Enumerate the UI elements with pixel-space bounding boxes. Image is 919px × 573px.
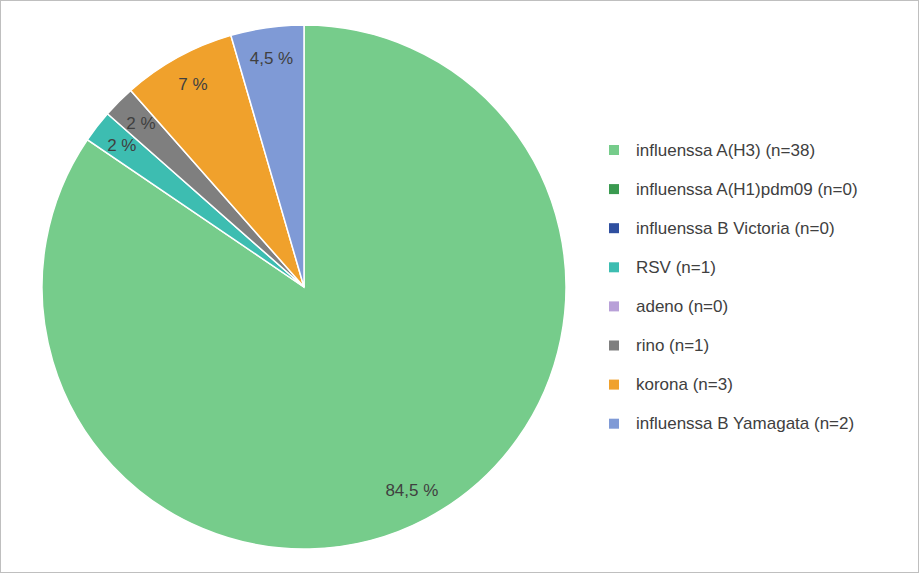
legend-label: rino (n=1) xyxy=(636,336,709,355)
data-labels: 84,5 % 2 % 2 % 7 % 4,5 % xyxy=(107,49,438,500)
legend-label: RSV (n=1) xyxy=(636,258,716,277)
legend-label: influenssa A(H3) (n=38) xyxy=(636,141,815,160)
pie-slice xyxy=(231,25,304,287)
legend-swatch xyxy=(609,223,619,233)
legend-swatch xyxy=(609,145,619,155)
chart-frame xyxy=(1,1,919,573)
chart: 84,5 % 2 % 2 % 7 % 4,5 % influenssa A(H3) (n=… xyxy=(0,0,919,573)
legend-swatch xyxy=(609,380,619,390)
pie-slices xyxy=(42,25,566,549)
data-label: 2 % xyxy=(126,114,155,133)
data-label: 84,5 % xyxy=(385,481,438,500)
pie-slice xyxy=(42,25,566,549)
legend-label: influenssa B Yamagata (n=2) xyxy=(636,414,854,433)
legend-label: adeno (n=0) xyxy=(636,297,728,316)
legend-swatch xyxy=(609,301,619,311)
legend-label: influenssa A(H1)pdm09 (n=0) xyxy=(636,180,858,199)
legend-swatch xyxy=(609,341,619,351)
data-label: 7 % xyxy=(178,75,207,94)
data-label: 2 % xyxy=(107,136,136,155)
legend-swatch xyxy=(609,184,619,194)
data-label: 4,5 % xyxy=(250,49,293,68)
legend: influenssa A(H3) (n=38) influenssa A(H1)p… xyxy=(609,141,858,434)
legend-label: korona (n=3) xyxy=(636,375,733,394)
legend-swatch xyxy=(609,419,619,429)
legend-swatch xyxy=(609,262,619,272)
legend-label: influenssa B Victoria (n=0) xyxy=(636,219,835,238)
